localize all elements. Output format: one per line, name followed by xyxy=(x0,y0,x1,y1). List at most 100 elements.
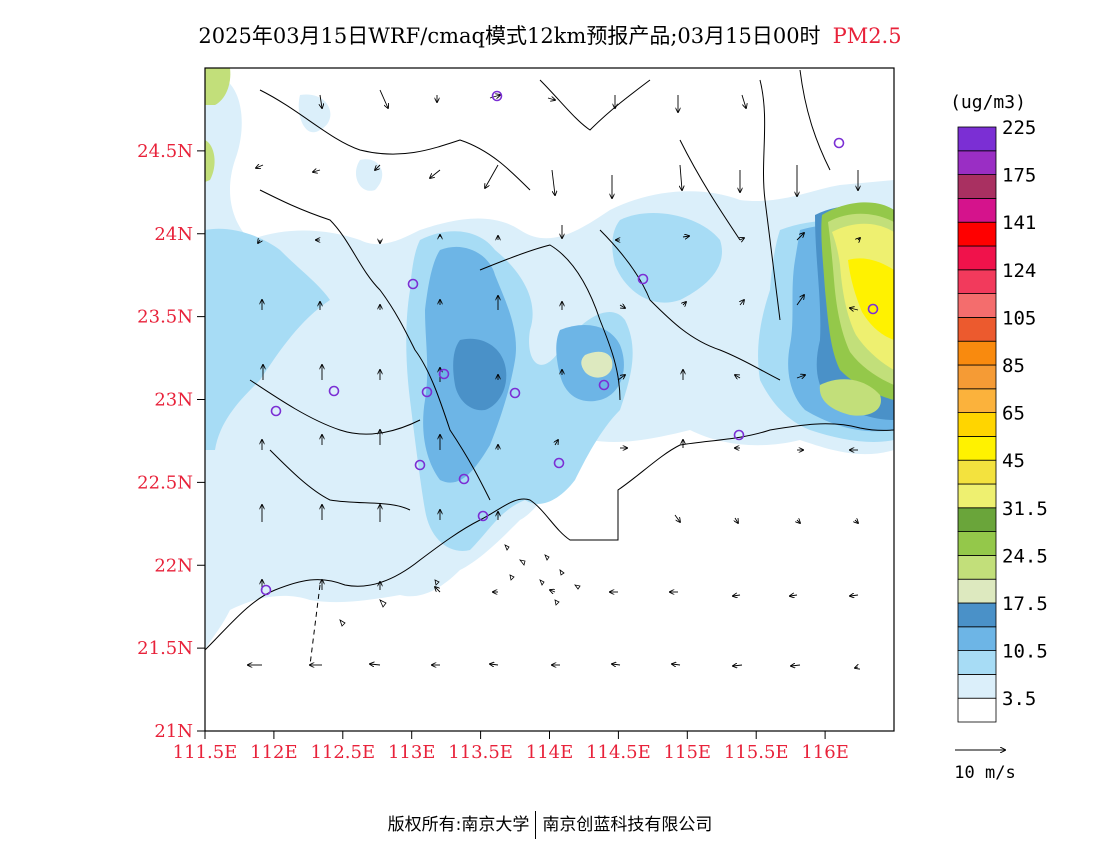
station-marker xyxy=(477,510,489,522)
title-pollutant: PM2.5 xyxy=(832,24,902,48)
colorbar-swatch xyxy=(957,650,997,675)
concentration-field xyxy=(205,68,894,731)
colorbar-label: 85 xyxy=(1002,355,1025,377)
colorbar-swatch xyxy=(957,293,997,318)
wind-scale: 10 m/s xyxy=(954,750,1016,783)
lon-tick-label: 114E xyxy=(526,742,574,763)
province-border-j xyxy=(799,69,831,171)
colorbar-swatch xyxy=(957,221,997,247)
colorbar-swatch xyxy=(957,364,997,390)
lat-tick-label: 23.5N xyxy=(137,307,193,328)
wind-scale-label: 10 m/s xyxy=(954,763,1015,783)
province-border-b xyxy=(479,244,621,401)
colorbar-label: 65 xyxy=(1002,403,1025,425)
footer-divider xyxy=(535,811,537,839)
colorbar-swatch xyxy=(957,245,997,271)
colorbar-label: 225 xyxy=(1002,117,1036,139)
province-border-i xyxy=(679,139,741,241)
lon-tick-label: 112.5E xyxy=(310,742,375,763)
copyright-right: 南京创蓝科技有限公司 xyxy=(542,815,713,835)
province-border-h xyxy=(269,449,411,511)
longitude-axis: 111.5E 112E 112.5E 113E 113.5E 114E 114.5E 115E… xyxy=(173,731,849,763)
province-border-a xyxy=(259,189,491,501)
colorbar-swatch xyxy=(957,626,997,651)
lat-tick-label: 21.5N xyxy=(137,638,193,659)
station-marker xyxy=(270,405,282,417)
colorbar-swatch xyxy=(957,316,997,342)
lon-tick-label: 112E xyxy=(250,742,298,763)
pm-contour-24.5 xyxy=(453,338,507,411)
pm-contour-25-south xyxy=(819,379,881,416)
lat-tick-label: 24N xyxy=(154,224,193,245)
colorbar-swatch xyxy=(957,507,997,532)
province-border-d xyxy=(759,79,781,321)
lon-tick-label: 116E xyxy=(801,742,849,763)
station-marker xyxy=(414,459,426,471)
pm-contour-north xyxy=(298,94,383,191)
lat-tick-label: 23N xyxy=(154,390,193,411)
colorbar-swatch xyxy=(957,269,997,294)
lon-tick-label: 115.5E xyxy=(724,742,789,763)
station-marker xyxy=(733,429,745,441)
islands xyxy=(339,544,581,627)
colorbar-swatch xyxy=(957,126,997,152)
station-marker xyxy=(260,584,272,596)
colorbar-label: 141 xyxy=(1002,212,1036,234)
colorbar-swatch xyxy=(957,174,997,199)
colorbar-swatch xyxy=(957,340,997,366)
lon-tick-label: 113.5E xyxy=(448,742,513,763)
pm-contour-10.5 xyxy=(205,228,330,450)
pm-contour-w xyxy=(205,140,215,182)
colorbar-swatch xyxy=(957,197,997,223)
station-marker xyxy=(598,379,610,391)
province-border-e xyxy=(259,89,531,191)
colorbar-swatch xyxy=(957,459,997,485)
colorbar-swatch xyxy=(957,697,997,723)
colorbar-swatch xyxy=(957,531,997,556)
province-border-c xyxy=(599,229,781,381)
wind-vectors xyxy=(248,89,860,668)
colorbar-swatch xyxy=(957,150,997,176)
latitude-axis: 24.5N 24N 23.5N 23N 22.5N 22N 21.5N 21N xyxy=(137,141,205,742)
station-marker xyxy=(407,278,419,290)
colorbar-label: 10.5 xyxy=(1002,641,1048,663)
colorbar-label: 105 xyxy=(1002,307,1036,329)
colorbar-swatch xyxy=(957,483,997,509)
lon-tick-label: 113E xyxy=(388,742,436,763)
lat-tick-label: 21N xyxy=(154,721,193,742)
station-marker xyxy=(867,303,879,315)
colorbar-label: 175 xyxy=(1002,165,1036,187)
title-main: 2025年03月15日WRF/cmaq模式12km预报产品;03月15日00时 xyxy=(198,24,821,48)
colorbar-swatch xyxy=(957,555,997,580)
pm-contour-nw xyxy=(205,68,231,105)
station-marker xyxy=(328,385,340,397)
colorbar-swatch xyxy=(957,602,997,628)
copyright-left: 版权所有:南京大学 xyxy=(387,815,530,835)
station-marker xyxy=(833,137,845,149)
colorbar-label: 3.5 xyxy=(1002,688,1036,710)
station-marker xyxy=(421,386,433,398)
province-border-g xyxy=(249,379,421,435)
colorbar-swatch xyxy=(957,578,997,604)
lat-tick-label: 22.5N xyxy=(137,472,193,493)
colorbar-label: 31.5 xyxy=(1002,498,1048,520)
colorbar-swatch xyxy=(957,674,997,699)
station-marker xyxy=(509,387,521,399)
station-marker xyxy=(458,473,470,485)
station-marker xyxy=(553,457,565,469)
colorbar-label: 45 xyxy=(1002,450,1025,472)
legend-unit: (ug/m3) xyxy=(950,92,1026,113)
colorbar-label: 24.5 xyxy=(1002,545,1048,567)
lat-tick-label: 22N xyxy=(154,555,193,576)
monitoring-stations xyxy=(260,90,879,596)
station-marker xyxy=(491,90,503,102)
pm-contour-85 xyxy=(848,258,894,340)
colorbar-label: 124 xyxy=(1002,260,1036,282)
lat-tick-label: 24.5N xyxy=(137,141,193,162)
lon-tick-label: 114.5E xyxy=(586,742,651,763)
lon-tick-label: 115E xyxy=(664,742,712,763)
colorbar-swatch xyxy=(957,435,997,461)
colorbar-swatch xyxy=(957,388,997,413)
colorbar-swatch xyxy=(957,412,997,437)
